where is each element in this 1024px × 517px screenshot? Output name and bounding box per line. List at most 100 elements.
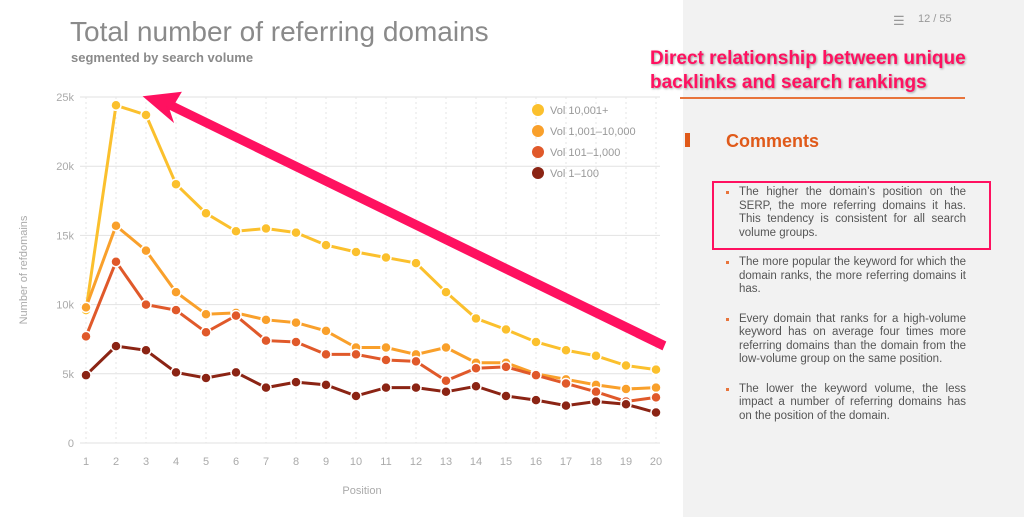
y-tick-label: 25k: [56, 92, 74, 104]
x-axis-label: Position: [342, 485, 381, 497]
data-point: [590, 395, 602, 408]
data-point: [170, 286, 182, 298]
data-point: [530, 394, 542, 406]
data-point: [410, 381, 422, 394]
data-point: [290, 336, 302, 348]
data-point: [410, 257, 422, 269]
x-tick-label: 20: [650, 456, 662, 468]
x-tick-label: 19: [620, 456, 632, 468]
legend-label: Vol 1–100: [550, 168, 599, 180]
data-point: [140, 109, 152, 121]
data-point: [560, 344, 572, 357]
x-tick-label: 12: [410, 456, 422, 468]
data-point: [650, 381, 662, 394]
comments-heading: Comments: [726, 131, 820, 151]
x-tick-label: 5: [203, 456, 209, 468]
y-tick-label: 15k: [56, 230, 74, 242]
data-point: [350, 246, 362, 258]
data-point: [380, 341, 392, 354]
data-point: [590, 386, 602, 398]
data-point: [80, 369, 92, 381]
data-point: [290, 226, 302, 239]
data-point: [110, 219, 122, 232]
x-tick-label: 2: [113, 456, 119, 468]
data-point: [380, 354, 392, 366]
data-point: [230, 225, 242, 237]
data-point: [260, 314, 272, 326]
data-point: [470, 380, 482, 393]
legend-marker: [532, 167, 544, 179]
x-tick-label: 18: [590, 456, 602, 468]
comment-item: The more popular the keyword for which t…: [726, 256, 966, 297]
data-point: [620, 398, 632, 410]
data-point: [620, 383, 632, 395]
data-point: [500, 390, 512, 402]
data-point: [260, 381, 272, 394]
data-point: [620, 359, 632, 372]
data-point: [170, 178, 182, 190]
data-point: [110, 255, 122, 268]
data-point: [350, 348, 362, 361]
x-tick-label: 8: [293, 456, 299, 468]
legend-label: Vol 101–1,000: [550, 147, 620, 159]
comment-item: The lower the keyword volume, the less i…: [726, 383, 966, 424]
comment-item: The higher the domain’s position on the …: [726, 186, 966, 240]
data-point: [560, 399, 572, 412]
x-tick-label: 14: [470, 456, 482, 468]
x-tick-label: 9: [323, 456, 329, 468]
data-point: [110, 340, 122, 352]
data-point: [320, 379, 332, 391]
data-point: [320, 348, 332, 361]
data-point: [500, 323, 512, 336]
y-axis-label: Number of refdomains: [18, 215, 30, 324]
data-point: [260, 334, 272, 347]
highlight-box: [712, 181, 991, 250]
legend-marker: [532, 146, 544, 158]
data-point: [470, 362, 482, 375]
data-point: [200, 207, 212, 220]
comments-panel: [683, 0, 1024, 517]
data-point: [260, 222, 272, 235]
x-tick-label: 3: [143, 456, 149, 468]
data-point: [170, 366, 182, 379]
data-point: [380, 251, 392, 264]
x-tick-label: 6: [233, 456, 239, 468]
data-point: [200, 326, 212, 339]
series-line: [84, 103, 657, 372]
x-tick-label: 11: [380, 456, 391, 468]
data-point: [170, 304, 182, 316]
data-point: [230, 309, 242, 322]
page-counter: 12 / 55: [918, 13, 952, 25]
data-point: [380, 381, 392, 394]
data-point: [80, 330, 92, 343]
legend-label: Vol 1,001–10,000: [550, 126, 636, 138]
data-point: [440, 386, 452, 398]
data-point: [140, 244, 152, 257]
hamburger-icon[interactable]: ☰: [893, 13, 905, 28]
y-tick-label: 5k: [62, 369, 74, 381]
data-point: [290, 376, 302, 388]
x-tick-label: 7: [263, 456, 269, 468]
data-point: [530, 369, 542, 381]
data-point: [440, 374, 452, 387]
comment-item: Every domain that ranks for a high-volum…: [726, 313, 966, 367]
x-tick-label: 10: [350, 456, 362, 468]
x-tick-label: 16: [530, 456, 542, 468]
chart-subtitle: segmented by search volume: [71, 50, 254, 65]
x-tick-label: 13: [440, 456, 452, 468]
data-point: [230, 366, 242, 379]
data-point: [410, 355, 422, 368]
x-tick-label: 17: [560, 456, 572, 468]
y-tick-label: 10k: [56, 300, 74, 312]
section-marker: [685, 133, 690, 147]
comments-list: The higher the domain’s position on the …: [726, 186, 966, 439]
data-point: [440, 286, 452, 298]
annotation-text: Direct relationship between unique backl…: [650, 48, 966, 93]
y-tick-label: 0: [68, 438, 74, 450]
y-tick-label: 20k: [56, 161, 74, 173]
data-point: [500, 361, 512, 373]
annotation-underline: [680, 97, 965, 99]
data-point: [110, 99, 122, 112]
x-tick-label: 4: [173, 456, 179, 468]
